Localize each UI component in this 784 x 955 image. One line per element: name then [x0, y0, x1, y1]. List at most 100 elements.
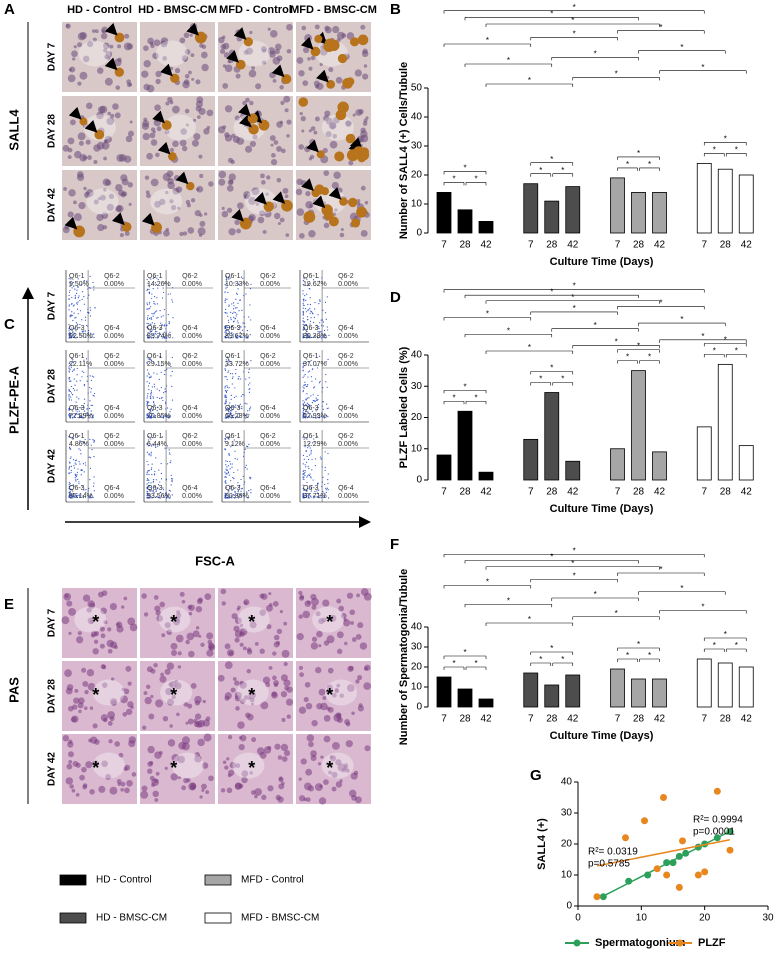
nucleus	[170, 204, 177, 211]
event-dot	[229, 373, 232, 375]
significance-mark: *	[626, 651, 629, 660]
x-tick-label: 42	[741, 714, 753, 725]
event-dot	[85, 464, 87, 466]
event-dot	[306, 393, 308, 395]
event-dot	[226, 407, 228, 409]
event-dot	[70, 314, 72, 316]
event-dot	[321, 391, 323, 393]
event-dot	[315, 410, 317, 412]
event-dot	[317, 412, 319, 415]
quadrant-percent: 0.00%	[260, 281, 280, 288]
event-dot	[234, 387, 236, 389]
event-dot	[69, 325, 71, 327]
nucleus	[93, 144, 101, 152]
nucleus	[235, 73, 241, 79]
event-dot	[78, 410, 80, 412]
positive-cell	[335, 109, 347, 121]
quadrant-percent: 33.72%	[225, 361, 249, 368]
event-dot	[151, 473, 153, 476]
event-dot	[156, 317, 158, 319]
event-dot	[72, 281, 74, 284]
bar	[565, 186, 581, 234]
event-dot	[89, 337, 91, 339]
nucleus	[188, 650, 195, 658]
nucleus	[172, 618, 181, 626]
nucleus	[250, 698, 255, 703]
event-dot	[156, 297, 158, 299]
nucleus	[143, 59, 151, 68]
event-dot	[302, 476, 304, 478]
event-dot	[73, 485, 75, 487]
event-dot	[167, 314, 169, 316]
event-dot	[244, 466, 246, 468]
event-dot	[325, 336, 327, 339]
quadrant-percent: 93.56%	[147, 493, 171, 500]
event-dot	[231, 373, 234, 375]
event-dot	[146, 302, 148, 304]
nucleus	[303, 46, 310, 54]
event-dot	[150, 359, 153, 362]
event-dot	[327, 452, 329, 455]
nucleus	[169, 147, 175, 153]
significance-mark: *	[550, 287, 553, 296]
event-dot	[305, 411, 307, 413]
event-dot	[90, 379, 92, 381]
nucleus	[115, 85, 121, 90]
nucleus	[140, 790, 149, 799]
event-dot	[324, 483, 326, 486]
event-dot	[226, 389, 228, 391]
event-dot	[325, 381, 327, 383]
event-dot	[146, 289, 148, 291]
event-dot	[70, 465, 72, 467]
event-dot	[163, 308, 165, 311]
nucleus	[330, 755, 337, 762]
nucleus	[121, 605, 125, 609]
nucleus	[128, 202, 132, 206]
fit-annotation: p=0.0001	[693, 827, 735, 838]
event-dot	[82, 413, 85, 415]
positive-cell	[339, 197, 348, 206]
point	[593, 893, 601, 901]
nucleus	[195, 79, 201, 85]
event-dot	[236, 307, 238, 309]
nucleus	[201, 63, 209, 72]
nucleus	[296, 633, 304, 641]
event-dot	[155, 333, 157, 335]
event-dot	[73, 304, 75, 306]
y-tick-label: 20	[411, 412, 423, 423]
event-dot	[74, 296, 76, 298]
nucleus	[89, 706, 94, 710]
nucleus	[190, 782, 197, 789]
event-dot	[308, 288, 310, 290]
event-dot	[231, 410, 233, 412]
nucleus	[126, 43, 134, 50]
nucleus	[323, 779, 329, 785]
event-dot	[69, 413, 71, 415]
event-dot	[308, 474, 311, 477]
event-dot	[224, 284, 226, 286]
nucleus	[259, 751, 267, 759]
event-dot	[234, 317, 236, 320]
nucleus	[108, 739, 113, 744]
event-dot	[85, 358, 88, 360]
quadrant-percent: 22.11%	[69, 361, 92, 368]
event-dot	[146, 451, 149, 453]
nucleus	[332, 692, 337, 698]
event-dot	[69, 377, 71, 379]
event-dot	[226, 329, 228, 331]
event-dot	[70, 278, 72, 280]
nucleus	[327, 707, 334, 713]
event-dot	[229, 411, 231, 413]
nucleus	[283, 661, 288, 667]
event-dot	[249, 304, 251, 306]
event-dot	[153, 372, 155, 374]
event-dot	[304, 384, 306, 386]
nucleus	[358, 703, 363, 708]
significance-mark: *	[626, 160, 629, 169]
event-dot	[146, 486, 148, 488]
event-dot	[147, 402, 149, 404]
event-dot	[163, 392, 165, 394]
event-dot	[323, 335, 325, 337]
nucleus	[238, 783, 244, 789]
quadrant-percent: 80.38%	[303, 333, 327, 340]
